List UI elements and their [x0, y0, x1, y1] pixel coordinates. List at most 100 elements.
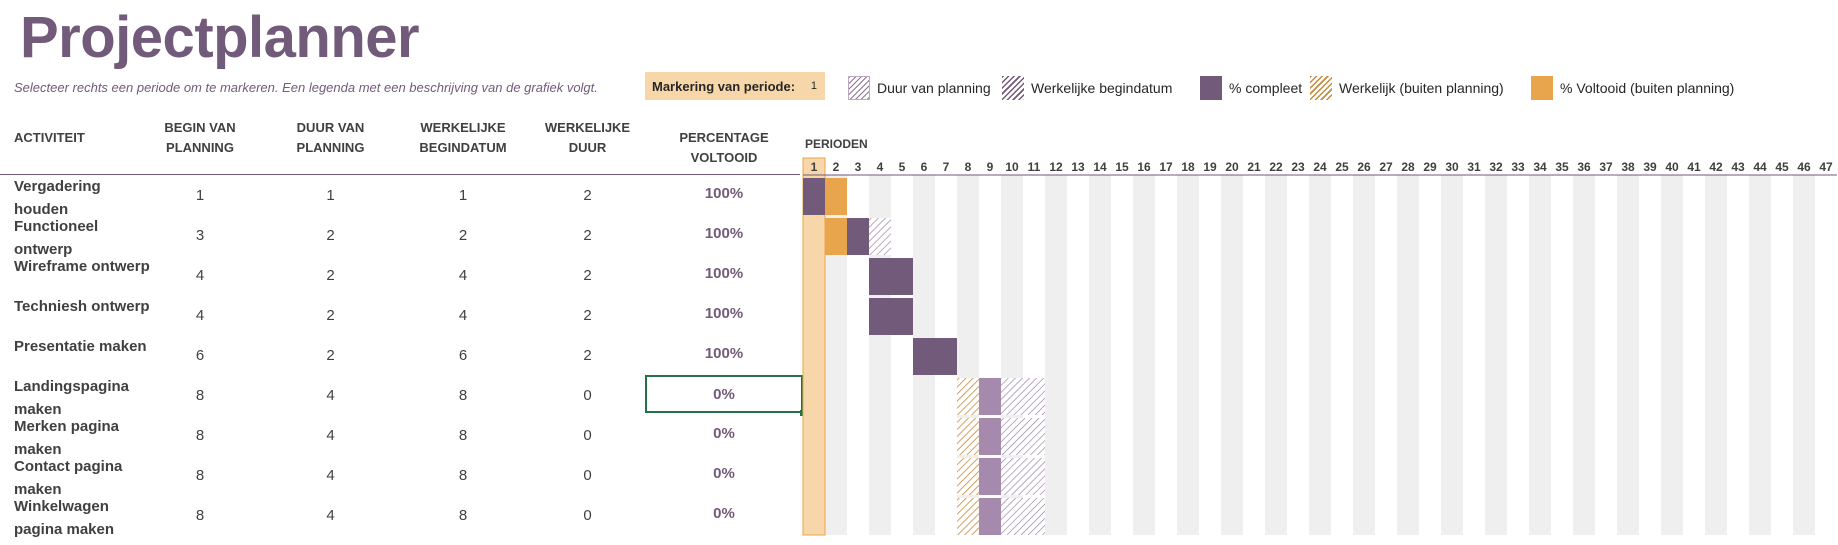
period-number-23[interactable]: 23 — [1291, 160, 1305, 174]
period-number-39[interactable]: 39 — [1643, 160, 1657, 174]
activity-name[interactable]: Functioneel ontwerp — [14, 218, 99, 258]
period-number-16[interactable]: 16 — [1137, 160, 1151, 174]
period-number-22[interactable]: 22 — [1269, 160, 1283, 174]
period-number-44[interactable]: 44 — [1753, 160, 1767, 174]
percent-complete-cell[interactable]: 100% — [704, 265, 744, 282]
period-number-43[interactable]: 43 — [1731, 160, 1745, 174]
period-number-30[interactable]: 30 — [1445, 160, 1459, 174]
plan-duration-cell[interactable]: 2 — [326, 307, 335, 324]
plan-duration-cell[interactable]: 4 — [326, 427, 335, 444]
activity-name[interactable]: Contact pagina maken — [14, 458, 123, 498]
actual-start-cell[interactable]: 4 — [458, 267, 468, 284]
percent-complete-cell[interactable]: 0% — [713, 505, 735, 522]
period-number-26[interactable]: 26 — [1357, 160, 1371, 174]
actual-duration-cell[interactable]: 2 — [583, 227, 592, 244]
actual-duration-cell[interactable]: 0 — [583, 427, 592, 444]
plan-start-cell[interactable]: 6 — [195, 347, 205, 364]
percent-complete-cell[interactable]: 0% — [645, 375, 803, 413]
plan-duration-cell[interactable]: 2 — [326, 267, 335, 284]
actual-duration-cell[interactable]: 2 — [583, 347, 592, 364]
period-number-27[interactable]: 27 — [1379, 160, 1393, 174]
period-number-25[interactable]: 25 — [1335, 160, 1349, 174]
percent-complete-cell[interactable]: 100% — [704, 225, 744, 242]
actual-duration-cell[interactable]: 2 — [583, 267, 592, 284]
plan-duration-cell[interactable]: 2 — [326, 227, 335, 244]
period-number-18[interactable]: 18 — [1181, 160, 1195, 174]
period-number-9[interactable]: 9 — [987, 160, 994, 174]
period-number-4[interactable]: 4 — [877, 160, 884, 174]
actual-start-cell[interactable]: 8 — [458, 427, 468, 444]
plan-duration-cell[interactable]: 1 — [326, 187, 335, 204]
activity-name[interactable]: Wireframe ontwerp — [14, 258, 150, 275]
activity-name[interactable]: Presentatie maken — [14, 338, 147, 355]
period-number-46[interactable]: 46 — [1797, 160, 1811, 174]
activity-name[interactable]: Techniesh ontwerp — [14, 298, 150, 315]
period-highlight-control[interactable]: Markering van periode: 1 — [645, 72, 825, 100]
plan-start-cell[interactable]: 8 — [195, 387, 205, 404]
period-number-19[interactable]: 19 — [1203, 160, 1217, 174]
actual-start-cell[interactable]: 4 — [458, 307, 468, 324]
table-row[interactable]: Contact pagina maken 8 4 8 0 0% — [0, 455, 800, 498]
period-number-1[interactable]: 1 — [811, 160, 818, 174]
actual-duration-cell[interactable]: 0 — [583, 507, 592, 524]
actual-start-cell[interactable]: 8 — [458, 467, 468, 484]
period-highlight-value[interactable]: 1 — [810, 80, 817, 92]
plan-start-cell[interactable]: 4 — [195, 267, 205, 284]
percent-complete-cell[interactable]: 0% — [713, 425, 735, 442]
actual-duration-cell[interactable]: 0 — [583, 387, 592, 404]
actual-duration-cell[interactable]: 2 — [583, 307, 592, 324]
period-number-7[interactable]: 7 — [943, 160, 950, 174]
period-number-40[interactable]: 40 — [1665, 160, 1679, 174]
period-number-45[interactable]: 45 — [1775, 160, 1789, 174]
actual-duration-cell[interactable]: 0 — [583, 467, 592, 484]
plan-duration-cell[interactable]: 4 — [326, 467, 335, 484]
period-number-6[interactable]: 6 — [921, 160, 928, 174]
period-number-11[interactable]: 11 — [1028, 160, 1041, 174]
activity-name[interactable]: Winkelwagen pagina maken — [14, 498, 115, 538]
plan-start-cell[interactable]: 1 — [195, 187, 205, 204]
table-row[interactable]: Winkelwagen pagina maken 8 4 8 0 0% — [0, 495, 800, 538]
period-number-31[interactable]: 31 — [1467, 160, 1481, 174]
period-number-12[interactable]: 12 — [1049, 160, 1063, 174]
period-number-38[interactable]: 38 — [1621, 160, 1635, 174]
plan-duration-cell[interactable]: 4 — [326, 387, 335, 404]
period-number-20[interactable]: 20 — [1225, 160, 1239, 174]
percent-complete-cell[interactable]: 100% — [704, 185, 744, 202]
table-row[interactable]: Landingspagina maken 8 4 8 0 0% — [0, 375, 806, 418]
period-number-17[interactable]: 17 — [1159, 160, 1173, 174]
period-number-10[interactable]: 10 — [1005, 160, 1019, 174]
period-number-8[interactable]: 8 — [965, 160, 972, 174]
period-number-15[interactable]: 15 — [1115, 160, 1129, 174]
actual-start-cell[interactable]: 1 — [458, 187, 468, 204]
plan-duration-cell[interactable]: 2 — [326, 347, 335, 364]
table-row[interactable]: Merken pagina maken 8 4 8 0 0% — [0, 415, 800, 458]
period-number-41[interactable]: 41 — [1687, 160, 1701, 174]
period-number-33[interactable]: 33 — [1511, 160, 1525, 174]
period-number-35[interactable]: 35 — [1555, 160, 1569, 174]
actual-start-cell[interactable]: 6 — [458, 347, 468, 364]
period-number-42[interactable]: 42 — [1709, 160, 1723, 174]
period-number-2[interactable]: 2 — [833, 160, 840, 174]
period-number-32[interactable]: 32 — [1489, 160, 1503, 174]
plan-start-cell[interactable]: 8 — [195, 427, 205, 444]
table-row[interactable]: Techniesh ontwerp 4 2 4 2 100% — [0, 295, 800, 335]
period-number-47[interactable]: 47 — [1819, 160, 1833, 174]
plan-duration-cell[interactable]: 4 — [326, 507, 335, 524]
percent-complete-cell[interactable]: 0% — [713, 465, 735, 482]
activity-name[interactable]: Vergadering houden — [14, 178, 101, 218]
period-number-3[interactable]: 3 — [855, 160, 862, 174]
activity-name[interactable]: Landingspagina maken — [14, 378, 130, 418]
plan-start-cell[interactable]: 3 — [195, 227, 205, 244]
plan-start-cell[interactable]: 4 — [195, 307, 205, 324]
period-number-36[interactable]: 36 — [1577, 160, 1591, 174]
table-row[interactable]: Vergadering houden 1 1 1 2 100% — [0, 175, 800, 218]
period-number-13[interactable]: 13 — [1071, 160, 1085, 174]
actual-start-cell[interactable]: 2 — [458, 227, 468, 244]
actual-start-cell[interactable]: 8 — [458, 507, 468, 524]
table-row[interactable]: Wireframe ontwerp 4 2 4 2 100% — [0, 255, 800, 295]
percent-complete-cell[interactable]: 100% — [704, 345, 744, 362]
actual-start-cell[interactable]: 8 — [458, 387, 468, 404]
actual-duration-cell[interactable]: 2 — [583, 187, 592, 204]
plan-start-cell[interactable]: 8 — [195, 507, 205, 524]
period-number-24[interactable]: 24 — [1313, 160, 1327, 174]
